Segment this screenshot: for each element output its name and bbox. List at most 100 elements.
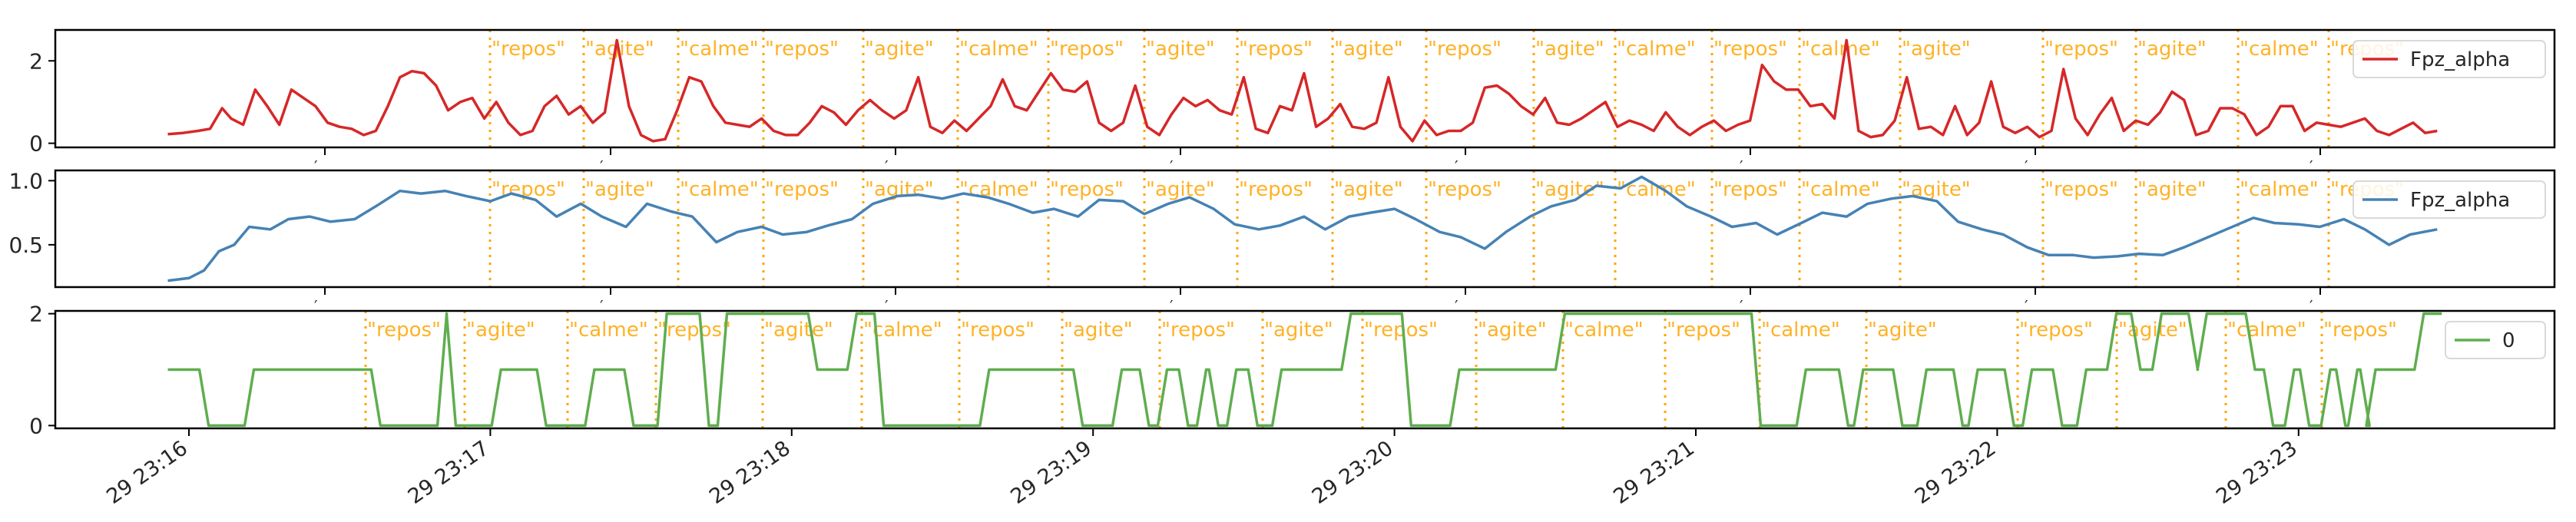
annotation-label: "agite" xyxy=(1264,319,1333,342)
annotation-label: "repos" xyxy=(1713,178,1787,201)
annotation-label: "repos" xyxy=(1428,38,1502,61)
x-axis: 29 23:16 29 23:17 29 23:18 29 23:19 29 23:20… xyxy=(102,428,2302,509)
annotation-label: "agite" xyxy=(1064,319,1133,342)
series-line xyxy=(167,175,2438,282)
annotation-label: "agite" xyxy=(1146,178,1215,201)
clipped-tick-label-fragment: ′ xyxy=(600,297,604,316)
y-tick-label: 0.5 xyxy=(8,233,43,258)
y-tick-label: 0 xyxy=(29,413,43,438)
x-tick-label: 29 23:21 xyxy=(1609,436,1699,509)
y-tick-label: 0 xyxy=(29,131,43,157)
annotation-label: "agite" xyxy=(1535,38,1604,61)
axes-frame xyxy=(54,309,2556,430)
annotation-label: "agite" xyxy=(1478,319,1547,342)
clipped-tick-label-fragment: ′ xyxy=(2309,297,2313,316)
legend-label: Fpz_alpha xyxy=(2410,189,2510,212)
legend-label: 0 xyxy=(2502,329,2515,352)
annotation-label: "agite" xyxy=(865,38,934,61)
clipped-tick-label-fragment: ′ xyxy=(1740,297,1743,316)
clipped-tick-label-fragment: ′ xyxy=(314,157,318,176)
annotation-label: "calme" xyxy=(2227,319,2306,342)
clipped-tick-label-fragment: ′ xyxy=(2025,297,2028,316)
clipped-tick-label-fragment: ′ xyxy=(600,157,604,176)
annotation-label: "repos" xyxy=(1161,319,1235,342)
clipped-tick-label-fragment: ′ xyxy=(2025,157,2028,176)
annotation-label: "calme" xyxy=(959,178,1038,201)
panel-state-green: "repos" "agite" "calme" "repos" "agite" "calm… xyxy=(29,302,2556,438)
annotation-label: "agite" xyxy=(2137,38,2207,61)
annotation-label: "repos" xyxy=(2045,38,2118,61)
annotation-label: "agite" xyxy=(1146,38,1215,61)
annotation-label: "agite" xyxy=(1902,38,1971,61)
annotation-label: "repos" xyxy=(492,38,565,61)
annotation-label: "repos" xyxy=(765,38,839,61)
annotation-label: "repos" xyxy=(1050,38,1124,61)
annotation-label: "repos" xyxy=(657,319,731,342)
annotation-layer: "repos" "agite" "calme" "repos" "agite" "calm… xyxy=(488,30,2404,147)
clipped-tick-label-fragment: ′ xyxy=(1455,157,1459,176)
annotation-label: "agite" xyxy=(585,178,654,201)
clipped-tick-label-fragment: ′ xyxy=(314,297,318,316)
annotation-label: "repos" xyxy=(2019,319,2093,342)
annotation-label: "agite" xyxy=(1334,38,1403,61)
clipped-tick-label-fragment: ′ xyxy=(1170,297,1174,316)
clipped-tick-label-fragment: ′ xyxy=(1170,157,1174,176)
annotation-label: "calme" xyxy=(680,38,759,61)
legend: Fpz_alpha xyxy=(2353,180,2546,219)
annotation-label: "repos" xyxy=(2323,319,2397,342)
y-tick-label: 2 xyxy=(29,48,43,74)
annotation-label: "calme" xyxy=(1761,319,1840,342)
annotation-label: "repos" xyxy=(2045,178,2118,201)
series-line xyxy=(167,312,2442,428)
annotation-label: "agite" xyxy=(2118,319,2187,342)
annotation-label: "repos" xyxy=(1428,178,1502,201)
legend: 0 xyxy=(2445,321,2546,359)
annotation-label: "repos" xyxy=(367,319,441,342)
clipped-tick-label-fragment: ′ xyxy=(1455,297,1459,316)
annotation-label: "agite" xyxy=(1334,178,1403,201)
annotation-label: "calme" xyxy=(1617,178,1696,201)
legend: Fpz_alpha xyxy=(2353,40,2546,78)
x-tick-label: 29 23:17 xyxy=(404,436,494,509)
annotation-label: "agite" xyxy=(1868,319,1937,342)
y-tick-label: 2 xyxy=(29,302,43,327)
axes-frame xyxy=(54,28,2556,149)
annotation-label: "repos" xyxy=(1050,178,1124,201)
annotation-label: "calme" xyxy=(1617,38,1696,61)
annotation-label: "calme" xyxy=(569,319,648,342)
annotation-label: "repos" xyxy=(1239,178,1313,201)
x-tick-label: 29 23:18 xyxy=(705,436,795,509)
annotation-label: "agite" xyxy=(865,178,934,201)
panel-fpz-alpha-red: "repos" "agite" "calme" "repos" "agite" "calm… xyxy=(29,28,2556,176)
annotation-label: "repos" xyxy=(1364,319,1438,342)
annotation-label: "calme" xyxy=(1801,38,1880,61)
annotation-label: "calme" xyxy=(1801,178,1880,201)
axes-frame xyxy=(54,169,2556,289)
annotation-label: "calme" xyxy=(2240,38,2319,61)
annotation-label: "repos" xyxy=(1667,319,1740,342)
annotation-label: "calme" xyxy=(2240,178,2319,201)
y-tick-label: 1.0 xyxy=(8,168,43,193)
annotation-label: "agite" xyxy=(764,319,833,342)
annotation-label: "repos" xyxy=(1713,38,1787,61)
clipped-tick-label-fragment: ′ xyxy=(885,157,889,176)
annotation-label: "calme" xyxy=(1564,319,1644,342)
x-tick-label: 29 23:23 xyxy=(2212,436,2302,509)
annotation-layer: "repos" "agite" "calme" "repos" "agite" "calm… xyxy=(488,170,2404,287)
annotation-label: "repos" xyxy=(765,178,839,201)
x-tick-label: 29 23:20 xyxy=(1308,436,1398,509)
annotation-label: "repos" xyxy=(961,319,1035,342)
legend-label: Fpz_alpha xyxy=(2410,48,2510,71)
clipped-tick-label-fragment: ′ xyxy=(1740,157,1743,176)
panel-fpz-alpha-blue: "repos" "agite" "calme" "repos" "agite" "calm… xyxy=(8,168,2556,316)
x-tick-label: 29 23:19 xyxy=(1007,436,1097,509)
clipped-tick-label-fragment: ′ xyxy=(885,297,889,316)
series-line xyxy=(167,38,2438,143)
x-tick-label: 29 23:16 xyxy=(102,436,192,509)
x-tick-label: 29 23:22 xyxy=(1911,436,2001,509)
clipped-tick-label-fragment: ′ xyxy=(2309,157,2313,176)
annotation-label: "agite" xyxy=(466,319,535,342)
annotation-label: "calme" xyxy=(959,38,1038,61)
